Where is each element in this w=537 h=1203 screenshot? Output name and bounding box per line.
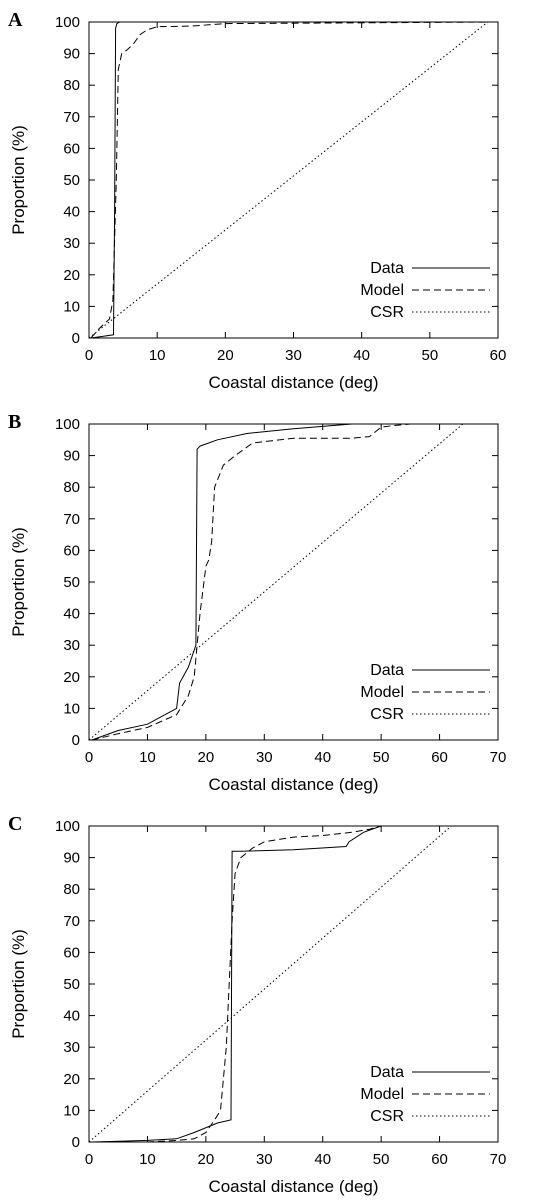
panel-label-b: B <box>8 411 21 433</box>
chart-panel-c: C 0 10 20 30 40 50 60 70 80 90 100 0 10 20 30 40 50 60 70 Co… <box>8 813 506 1196</box>
y-tick-label: 100 <box>55 14 80 31</box>
x-tick-label: 30 <box>256 1151 273 1168</box>
y-tick-label: 40 <box>63 606 80 623</box>
x-tick-label: 20 <box>198 749 215 766</box>
x-tick-label: 0 <box>85 749 93 766</box>
series-line-csr <box>89 424 464 740</box>
series-line-model <box>91 424 498 740</box>
x-tick-label: 40 <box>314 1151 331 1168</box>
y-tick-label: 40 <box>63 204 80 221</box>
legend-label-csr: CSR <box>370 706 404 723</box>
y-tick-label: 30 <box>63 235 80 252</box>
x-tick-label: 60 <box>431 1151 448 1168</box>
series-line-csr <box>89 826 452 1142</box>
x-tick-label: 40 <box>353 347 370 364</box>
x-axis-label: Coastal distance (deg) <box>208 775 378 794</box>
x-tick-label: 30 <box>256 749 273 766</box>
x-tick-label: 70 <box>490 1151 507 1168</box>
legend-label-csr: CSR <box>370 304 404 321</box>
legend-label-data: Data <box>370 1064 404 1081</box>
y-tick-label: 40 <box>63 1008 80 1025</box>
x-tick-label: 20 <box>217 347 234 364</box>
series-line-data <box>91 826 498 1142</box>
legend-label-csr: CSR <box>370 1108 404 1125</box>
y-tick-label: 0 <box>72 1134 80 1151</box>
x-tick-label: 30 <box>285 347 302 364</box>
y-tick-label: 60 <box>63 140 80 157</box>
y-tick-label: 60 <box>63 944 80 961</box>
x-tick-label: 40 <box>314 749 331 766</box>
y-tick-label: 80 <box>63 479 80 496</box>
x-tick-label: 20 <box>198 1151 215 1168</box>
y-tick-label: 90 <box>63 46 80 63</box>
y-axis-label: Proportion (%) <box>9 527 28 637</box>
y-tick-label: 50 <box>63 574 80 591</box>
series-line-data <box>91 424 498 740</box>
y-tick-label: 70 <box>63 511 80 528</box>
y-tick-label: 30 <box>63 1039 80 1056</box>
plot-frame <box>88 423 499 741</box>
x-tick-label: 60 <box>431 749 448 766</box>
panel-label-c: C <box>8 813 22 835</box>
panel-label-a: A <box>8 9 23 31</box>
series-line-csr <box>89 22 489 338</box>
y-tick-label: 70 <box>63 109 80 126</box>
y-tick-label: 80 <box>63 77 80 94</box>
y-tick-label: 0 <box>72 732 80 749</box>
x-tick-label: 10 <box>139 1151 156 1168</box>
y-tick-label: 90 <box>63 448 80 465</box>
y-tick-label: 90 <box>63 850 80 867</box>
x-tick-label: 60 <box>490 347 507 364</box>
x-tick-label: 10 <box>149 347 166 364</box>
chart-panel-a: A 0 10 20 30 40 50 60 70 80 90 100 0 10 20 30 40 50 60 Coas… <box>8 9 506 392</box>
x-tick-label: 0 <box>85 1151 93 1168</box>
y-tick-label: 60 <box>63 542 80 559</box>
chart-panel-b: B 0 10 20 30 40 50 60 70 80 90 100 0 10 20 30 40 50 60 70 Co… <box>8 411 506 794</box>
x-axis-label: Coastal distance (deg) <box>208 373 378 392</box>
x-tick-label: 50 <box>421 347 438 364</box>
legend-label-model: Model <box>360 282 404 299</box>
x-tick-label: 10 <box>139 749 156 766</box>
series-line-model <box>90 22 498 338</box>
y-tick-label: 100 <box>55 416 80 433</box>
y-tick-label: 20 <box>63 1071 80 1088</box>
x-tick-label: 50 <box>373 1151 390 1168</box>
x-tick-label: 50 <box>373 749 390 766</box>
legend-label-data: Data <box>370 260 404 277</box>
x-tick-label: 0 <box>85 347 93 364</box>
y-tick-label: 70 <box>63 913 80 930</box>
plot-frame <box>88 21 499 339</box>
legend-label-data: Data <box>370 662 404 679</box>
legend-label-model: Model <box>360 684 404 701</box>
y-tick-label: 100 <box>55 818 80 835</box>
y-tick-label: 10 <box>63 298 80 315</box>
y-tick-label: 10 <box>63 1102 80 1119</box>
series-line-model <box>91 826 498 1142</box>
series-line-data <box>90 22 498 338</box>
y-tick-label: 20 <box>63 669 80 686</box>
y-tick-label: 80 <box>63 881 80 898</box>
y-tick-label: 30 <box>63 637 80 654</box>
y-tick-label: 50 <box>63 976 80 993</box>
y-tick-label: 20 <box>63 267 80 284</box>
plot-frame <box>88 825 499 1143</box>
x-tick-label: 70 <box>490 749 507 766</box>
y-axis-label: Proportion (%) <box>9 125 28 235</box>
x-axis-label: Coastal distance (deg) <box>208 1177 378 1196</box>
y-tick-label: 0 <box>72 330 80 347</box>
y-axis-label: Proportion (%) <box>9 929 28 1039</box>
y-tick-label: 10 <box>63 700 80 717</box>
y-tick-label: 50 <box>63 172 80 189</box>
legend-label-model: Model <box>360 1086 404 1103</box>
